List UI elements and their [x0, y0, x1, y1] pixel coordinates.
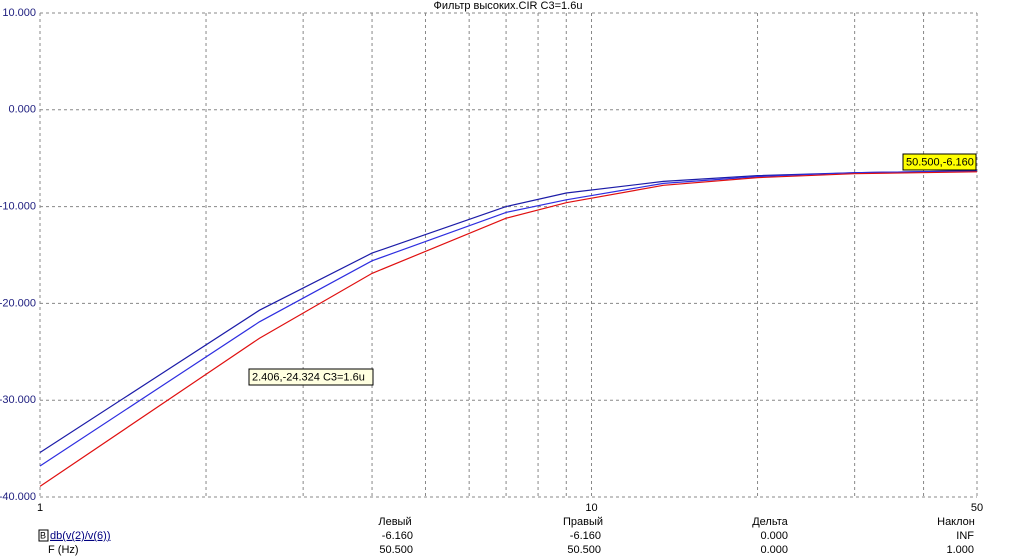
x-tick-label: 50 [971, 502, 983, 514]
table-marker: B [40, 530, 46, 540]
table-cell: 50.500 [567, 544, 601, 556]
x-tick-label: 10 [585, 502, 597, 514]
annotation: 2.406,-24.324 C3=1.6u [252, 371, 365, 383]
table-cell: 1.000 [946, 544, 974, 556]
table-cell: 0.000 [760, 544, 788, 556]
y-tick-label: 10.000 [2, 7, 36, 19]
y-tick-label: -20.000 [0, 297, 36, 309]
table-cell: -6.160 [570, 530, 601, 542]
y-tick-label: -40.000 [0, 491, 36, 503]
y-tick-label: -30.000 [0, 394, 36, 406]
chart-title: Фильтр высоких.CIR C3=1.6u [434, 0, 583, 12]
marker-box [38, 529, 49, 542]
series-line [39, 171, 978, 487]
annotation-box [248, 368, 374, 386]
series-line [39, 170, 978, 467]
table-cell: 50.500 [379, 544, 413, 556]
table-cell: -6.160 [382, 530, 413, 542]
table-header: Наклон [937, 516, 975, 528]
y-tick-label: 0.000 [8, 104, 36, 116]
y-tick-label: -10.000 [0, 201, 36, 213]
series-line [39, 170, 978, 454]
table-header: Левый [378, 516, 411, 528]
table-cell: INF [956, 530, 974, 542]
annotation-box [902, 153, 977, 171]
row-name[interactable]: db(v(2)/v(6)) [50, 530, 111, 542]
annotation: 50.500,-6.160 [906, 156, 974, 168]
x-tick-label: 1 [37, 502, 43, 514]
table-header: Дельта [752, 516, 788, 528]
row-name: F (Hz) [48, 544, 79, 556]
table-cell: 0.000 [760, 530, 788, 542]
table-header: Правый [563, 516, 603, 528]
